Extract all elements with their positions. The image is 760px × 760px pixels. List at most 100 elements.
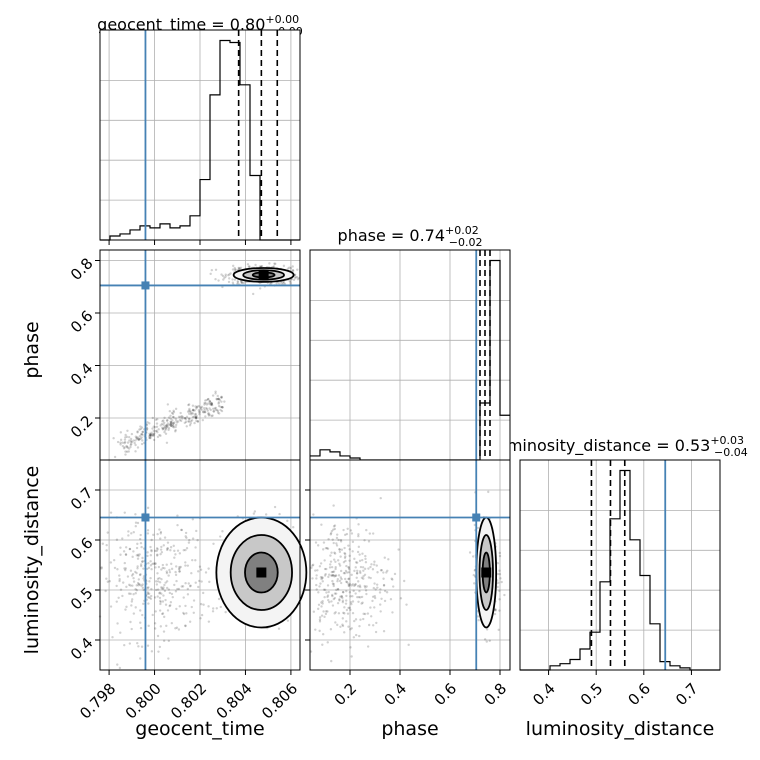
sample-point xyxy=(129,584,132,587)
sample-point xyxy=(127,450,130,453)
sample-point xyxy=(146,427,149,431)
sample-point xyxy=(240,281,243,284)
hist-bar xyxy=(180,226,190,240)
sample-point xyxy=(367,540,371,543)
sample-point xyxy=(340,577,343,581)
sample-point xyxy=(162,586,165,589)
sample-point xyxy=(132,576,135,580)
sample-point xyxy=(121,537,124,540)
sample-point xyxy=(122,581,125,584)
sample-point xyxy=(180,414,183,418)
sample-point xyxy=(141,560,144,564)
sample-point xyxy=(116,568,119,571)
sample-point xyxy=(357,600,360,603)
sample-point xyxy=(130,440,134,444)
sample-point xyxy=(320,523,323,526)
title-plus: +0.03 xyxy=(710,434,744,447)
sample-point xyxy=(194,581,197,584)
sample-point xyxy=(200,580,203,583)
sample-point xyxy=(173,556,176,559)
sample-point xyxy=(348,554,351,558)
sample-point xyxy=(165,624,168,628)
sample-point xyxy=(379,569,383,572)
sample-point xyxy=(171,419,174,422)
sample-point xyxy=(310,566,313,569)
sample-point xyxy=(153,425,157,429)
sample-point xyxy=(125,450,129,453)
sample-point xyxy=(354,561,358,564)
sample-point xyxy=(108,580,111,583)
sample-point xyxy=(227,274,230,277)
sample-point xyxy=(172,415,175,419)
sample-point xyxy=(332,582,335,586)
hist-bar xyxy=(250,176,260,240)
sample-point xyxy=(168,568,171,572)
sample-point xyxy=(153,432,156,435)
hist-bar xyxy=(120,234,130,240)
sample-point xyxy=(274,262,277,266)
sample-point xyxy=(138,583,142,586)
sample-point xyxy=(164,428,167,432)
sample-point xyxy=(136,565,139,568)
sample-point xyxy=(174,553,177,556)
sample-point xyxy=(169,417,172,420)
sample-point xyxy=(191,537,195,540)
sample-point xyxy=(200,405,204,409)
sample-point xyxy=(205,407,209,411)
sample-point xyxy=(485,628,489,631)
sample-point xyxy=(164,427,167,430)
sample-point xyxy=(132,612,136,615)
sample-point xyxy=(314,569,317,572)
sample-point xyxy=(130,600,134,603)
sample-point xyxy=(252,292,255,296)
sample-point xyxy=(155,425,159,428)
sample-point xyxy=(340,548,344,551)
sample-point xyxy=(391,578,394,581)
sample-point xyxy=(166,422,169,425)
sample-point xyxy=(331,582,335,585)
sample-point xyxy=(158,581,162,584)
sample-point xyxy=(317,591,320,594)
sample-point xyxy=(124,436,127,439)
sample-point xyxy=(215,607,218,610)
x-tick-label: 0.802 xyxy=(167,680,210,723)
sample-point xyxy=(342,528,345,532)
sample-point xyxy=(314,628,317,631)
sample-point xyxy=(472,582,476,585)
sample-point xyxy=(115,584,118,588)
ylabel-luminosity-distance: luminosity_distance xyxy=(21,466,43,655)
sample-point xyxy=(100,567,103,570)
sample-point xyxy=(350,602,353,606)
sample-point xyxy=(190,605,193,609)
sample-point xyxy=(172,426,176,429)
sample-point xyxy=(345,532,349,536)
sample-point xyxy=(288,266,291,269)
sample-point xyxy=(205,398,208,402)
sample-point xyxy=(174,425,177,429)
sample-point xyxy=(123,438,127,441)
sample-point xyxy=(160,592,163,595)
sample-point xyxy=(125,435,129,439)
sample-point xyxy=(199,617,202,620)
sample-point xyxy=(196,405,199,408)
sample-point xyxy=(358,559,362,563)
sample-point xyxy=(134,450,137,453)
sample-point xyxy=(156,554,159,557)
sample-point xyxy=(184,531,188,535)
sample-point xyxy=(130,442,133,446)
sample-point xyxy=(349,608,352,612)
sample-point xyxy=(178,570,181,573)
sample-point xyxy=(321,602,324,605)
sample-point xyxy=(358,570,362,573)
sample-point xyxy=(146,421,149,424)
sample-point xyxy=(357,523,360,526)
sample-point xyxy=(354,582,357,586)
sample-point xyxy=(204,399,207,402)
sample-point xyxy=(178,565,181,569)
sample-point xyxy=(246,263,250,266)
sample-point xyxy=(149,560,152,563)
sample-point xyxy=(140,442,144,446)
sample-point xyxy=(320,614,324,617)
sample-point xyxy=(191,412,195,415)
sample-point xyxy=(177,587,181,591)
